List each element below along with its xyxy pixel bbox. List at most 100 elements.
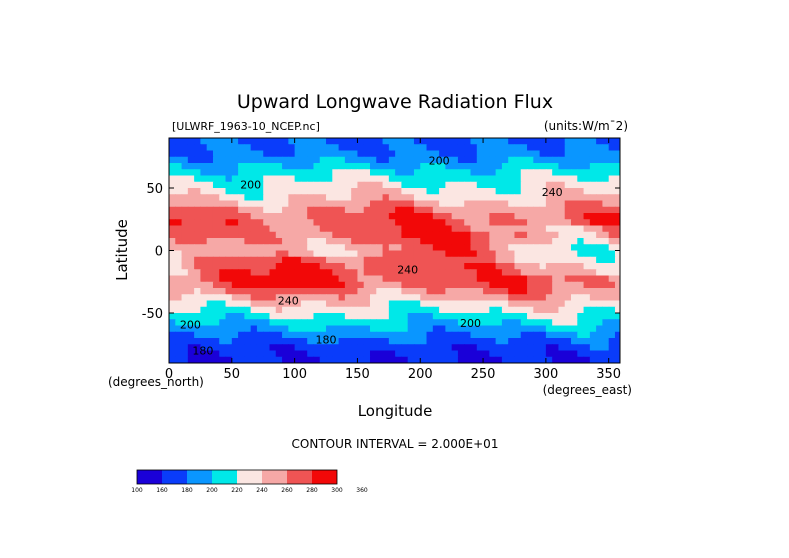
- field-cell: [357, 288, 365, 295]
- field-cell: [552, 294, 560, 302]
- field-cell: [363, 150, 371, 158]
- field-cell: [250, 188, 258, 195]
- field-cell: [307, 319, 315, 327]
- field-cell: [313, 356, 321, 363]
- field-cell: [401, 350, 409, 358]
- field-cell: [558, 206, 566, 214]
- field-cell: [483, 288, 490, 295]
- field-cell: [363, 206, 371, 214]
- field-cell: [194, 175, 202, 183]
- field-cell: [558, 344, 566, 352]
- field-cell: [564, 188, 572, 195]
- field-cell: [571, 200, 578, 208]
- field-cell: [464, 275, 472, 283]
- field-cell: [326, 319, 333, 327]
- field-cell: [370, 356, 377, 363]
- field-cell: [533, 213, 541, 220]
- field-cell: [464, 181, 472, 189]
- field-cell: [401, 313, 409, 320]
- field-cell: [583, 225, 591, 233]
- field-cell: [571, 206, 578, 214]
- field-cell: [420, 269, 428, 277]
- field-cell: [357, 275, 365, 283]
- field-cell: [181, 331, 189, 339]
- field-cell: [200, 169, 208, 177]
- field-cell: [231, 319, 239, 327]
- field-cell: [231, 156, 239, 164]
- field-cell: [583, 238, 591, 245]
- field-cell: [571, 344, 578, 352]
- field-cell: [426, 200, 434, 208]
- field-cell: [439, 200, 446, 208]
- field-cell: [382, 294, 390, 302]
- field-cell: [514, 244, 522, 252]
- field-cell: [225, 219, 233, 227]
- field-cell: [244, 325, 252, 333]
- field-cell: [275, 144, 283, 152]
- field-cell: [275, 150, 283, 158]
- field-cell: [539, 244, 547, 252]
- field-cell: [596, 356, 604, 363]
- field-cell: [225, 194, 233, 202]
- field-cell: [319, 188, 327, 195]
- field-cell: [212, 281, 220, 289]
- field-cell: [583, 219, 591, 227]
- field-cell: [225, 163, 233, 170]
- field-cell: [263, 144, 271, 152]
- field-cell: [413, 156, 421, 164]
- field-cell: [313, 244, 321, 252]
- field-cell: [351, 313, 359, 320]
- field-cell: [451, 319, 459, 327]
- field-cell: [269, 344, 277, 352]
- field-cell: [319, 206, 327, 214]
- field-cell: [407, 356, 415, 363]
- field-cell: [539, 306, 547, 314]
- field-cell: [388, 138, 396, 145]
- field-cell: [282, 256, 289, 264]
- field-cell: [501, 194, 509, 202]
- field-cell: [571, 356, 578, 363]
- field-cell: [338, 188, 346, 195]
- field-cell: [206, 175, 214, 183]
- field-cell: [388, 344, 396, 352]
- field-cell: [231, 219, 239, 227]
- field-cell: [351, 194, 359, 202]
- field-cell: [187, 163, 195, 170]
- field-cell: [194, 269, 202, 277]
- field-cell: [288, 156, 296, 164]
- field-cell: [363, 188, 371, 195]
- field-cell: [545, 294, 553, 302]
- field-cell: [432, 244, 440, 252]
- field-cell: [401, 169, 409, 177]
- field-cell: [376, 325, 384, 333]
- field-cell: [533, 175, 541, 183]
- field-cell: [338, 269, 346, 277]
- field-cell: [514, 281, 522, 289]
- field-cell: [558, 244, 566, 252]
- field-cell: [225, 206, 233, 214]
- field-cell: [294, 356, 302, 363]
- field-cell: [300, 244, 308, 252]
- field-cell: [426, 269, 434, 277]
- field-cell: [231, 300, 239, 308]
- field-cell: [206, 231, 214, 239]
- field-cell: [432, 288, 440, 295]
- field-cell: [238, 338, 245, 345]
- field-cell: [614, 300, 620, 308]
- field-cell: [533, 150, 541, 158]
- field-cell: [231, 238, 239, 245]
- field-cell: [376, 206, 384, 214]
- field-cell: [508, 338, 516, 345]
- field-cell: [175, 175, 183, 183]
- field-cell: [602, 325, 610, 333]
- field-cell: [451, 250, 459, 258]
- field-cell: [501, 231, 509, 239]
- field-cell: [363, 175, 371, 183]
- field-cell: [388, 188, 396, 195]
- field-cell: [401, 281, 409, 289]
- field-cell: [231, 188, 239, 195]
- field-cell: [194, 138, 202, 145]
- field-cell: [238, 150, 245, 158]
- field-cell: [319, 275, 327, 283]
- field-cell: [539, 269, 547, 277]
